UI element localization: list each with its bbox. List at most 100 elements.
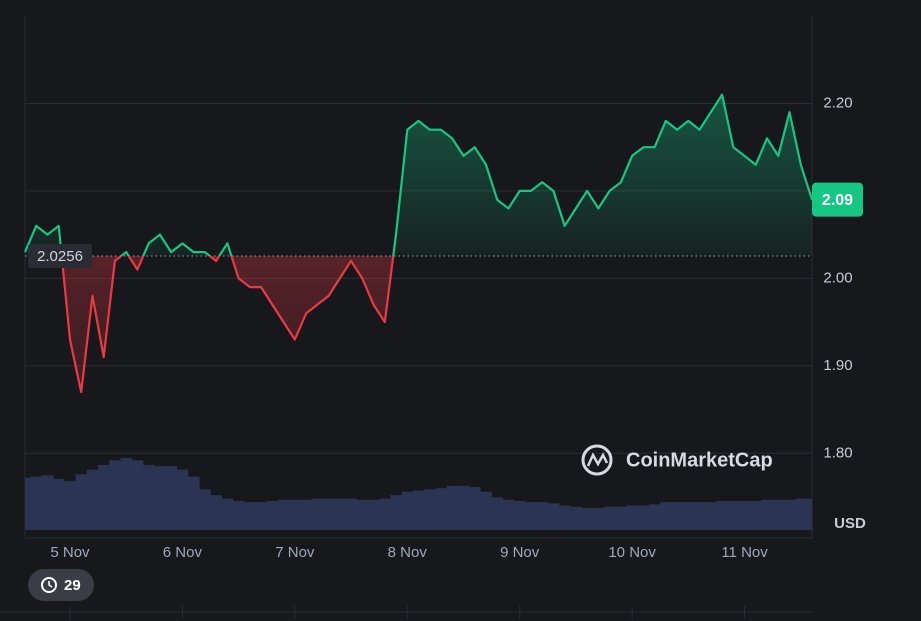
volume-bar [547, 503, 560, 530]
volume-bar [514, 500, 526, 530]
volume-bar [480, 491, 492, 530]
volume-bar [98, 464, 110, 530]
watermark-logo [581, 444, 613, 476]
baseline-label: 2.0256 [37, 248, 83, 265]
volume-bar [570, 506, 582, 530]
volume-bar [750, 500, 762, 530]
y-tick-label: 2.00 [823, 269, 852, 286]
history-badge[interactable]: 29 [28, 569, 94, 601]
volume-bar [41, 475, 54, 530]
volume-bar [244, 502, 256, 530]
currency-label: USD [834, 515, 866, 532]
volume-bar [221, 498, 234, 530]
volume-bar [379, 498, 391, 530]
volume-bar [232, 500, 245, 530]
x-tick-label: 7 Nov [275, 544, 315, 561]
volume-bar [53, 478, 65, 530]
volume-bar [277, 499, 290, 530]
volume-bar [86, 469, 99, 530]
volume-bar [367, 499, 380, 530]
volume-bar [581, 507, 594, 530]
volume-bar [199, 489, 211, 530]
volume-bar [536, 502, 549, 530]
volume-bar [300, 499, 312, 530]
last-price-label: 2.09 [822, 192, 853, 209]
volume-bar [311, 498, 324, 530]
volume-bar [783, 499, 796, 530]
volume-bar [626, 505, 639, 530]
badge-icon [41, 577, 57, 593]
volume-bar [671, 502, 684, 530]
x-tick-label: 11 Nov [721, 544, 768, 561]
volume-bar [559, 505, 571, 530]
y-tick-label: 1.80 [823, 444, 852, 461]
volume-bar [75, 474, 88, 530]
volume-bar [345, 498, 357, 530]
volume-bar [289, 499, 301, 530]
volume-bar [143, 464, 155, 530]
watermark-logo-mark [586, 452, 609, 467]
volume-bar [30, 476, 43, 530]
watermark: CoinMarketCap [581, 444, 773, 476]
baseline-label-bg [28, 243, 92, 268]
volume-bar [154, 466, 166, 530]
volume-bar [648, 504, 661, 530]
volume-bar [165, 466, 178, 530]
volume-bar [412, 490, 425, 530]
volume-bar [120, 458, 133, 530]
x-tick-label: 6 Nov [163, 544, 203, 561]
volume-bar [435, 488, 447, 530]
volume-bar [64, 481, 76, 530]
x-tick-label: 5 Nov [50, 544, 90, 561]
volume-bar [210, 495, 223, 530]
volume-bar [390, 495, 402, 530]
volume-bar [131, 460, 144, 530]
volume-bar [424, 489, 436, 530]
volume-bar [457, 485, 470, 530]
volume-bar [615, 506, 627, 530]
volume-bar [772, 499, 785, 530]
volume-bar [637, 505, 650, 530]
volume-bar [761, 499, 773, 530]
volume-bar [356, 499, 369, 530]
volume-bar [795, 498, 807, 530]
volume-bar [806, 498, 813, 530]
volume-bar [727, 500, 740, 530]
watermark-text: CoinMarketCap [626, 449, 773, 471]
y-tick-label: 2.20 [823, 94, 852, 111]
volume-bar [266, 500, 279, 530]
volume-bar [188, 476, 200, 530]
volume-bar [716, 500, 728, 530]
badge-bg[interactable] [28, 569, 94, 601]
badge-text: 29 [64, 577, 81, 594]
volume-bar [334, 498, 346, 530]
x-tick-label: 8 Nov [388, 544, 428, 561]
volume-bar [693, 502, 706, 530]
volume-bar [109, 460, 121, 530]
volume-bar [604, 506, 616, 530]
volume-bar [176, 469, 189, 530]
volume-bar [660, 502, 672, 530]
volume-bar [446, 485, 459, 530]
volume-bar [401, 491, 414, 530]
x-tick-label: 9 Nov [500, 544, 540, 561]
price-area [25, 94, 812, 393]
volume-bar [525, 502, 537, 530]
volume-bar [682, 502, 695, 530]
volume-bar [738, 500, 751, 530]
volume-bar [322, 498, 335, 530]
volume-bar [491, 497, 504, 530]
volume-bar [502, 499, 515, 530]
price-line [23, 93, 814, 394]
x-tick-label: 10 Nov [608, 544, 656, 561]
y-tick-label: 1.90 [823, 357, 852, 374]
volume-bar [25, 477, 31, 530]
last-price-bg [812, 182, 863, 217]
volume-bar [705, 502, 717, 530]
volume-bar [255, 502, 268, 530]
volume-bar [592, 507, 605, 530]
badge-icon-hands [48, 581, 53, 588]
volume-bar [469, 487, 481, 530]
